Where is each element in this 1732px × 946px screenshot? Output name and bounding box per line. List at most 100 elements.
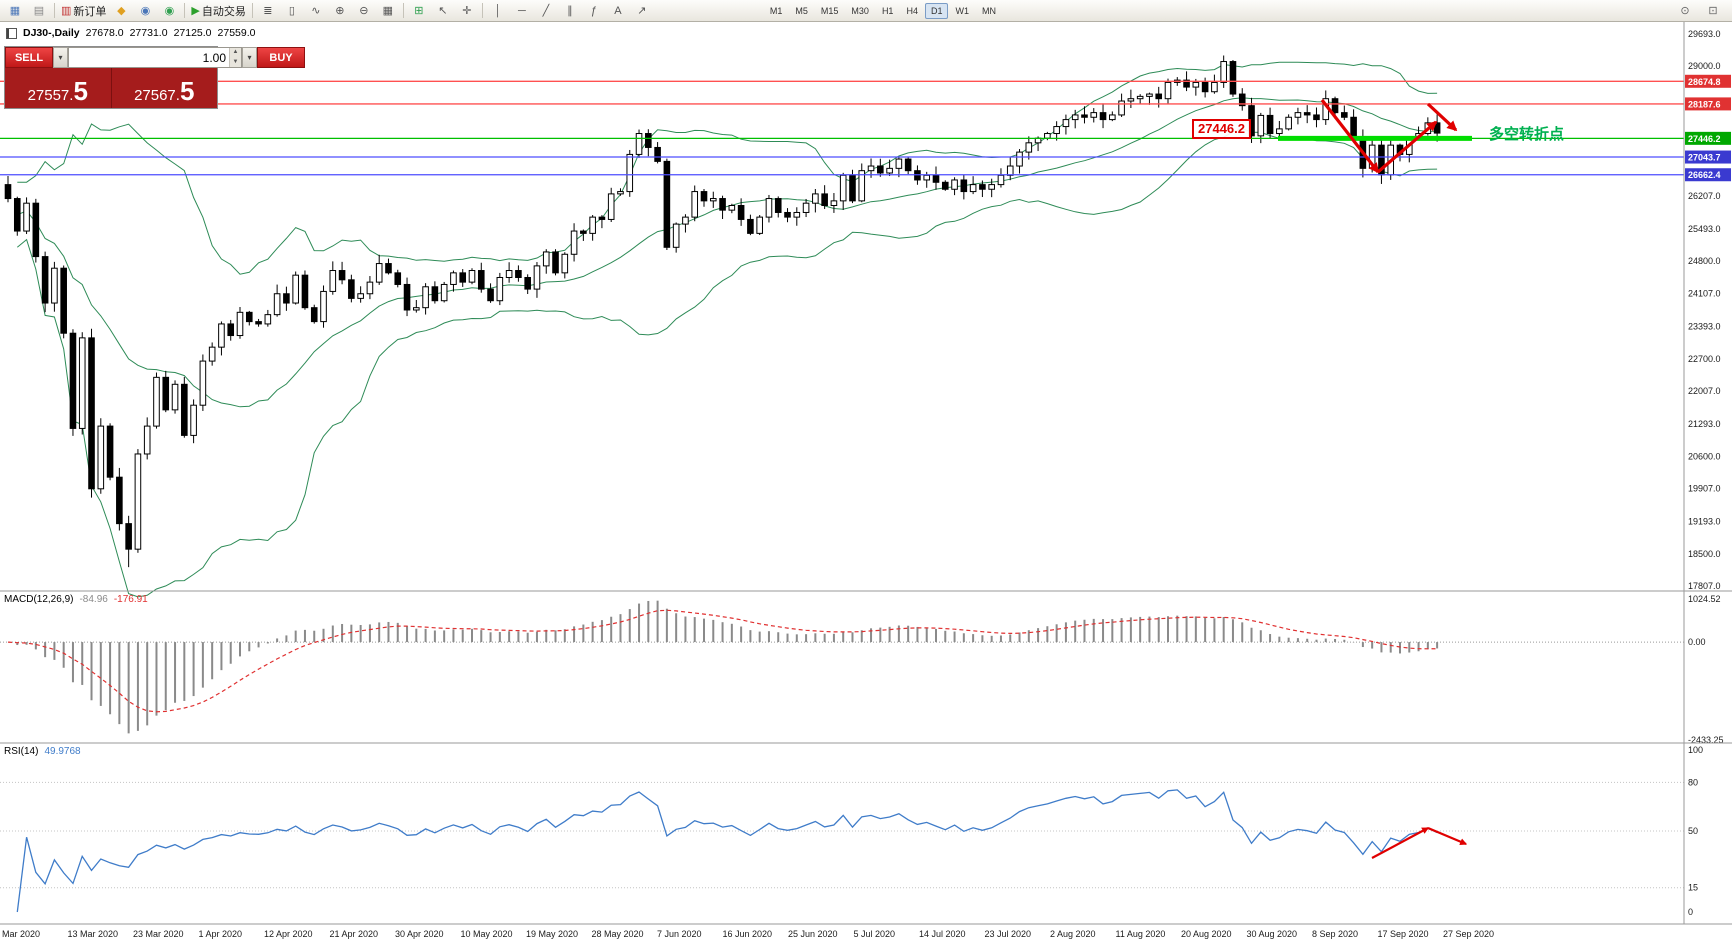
buy-button[interactable]: BUY xyxy=(257,47,305,68)
svg-text:22700.0: 22700.0 xyxy=(1688,354,1721,364)
bar-chart-icon[interactable]: ≣ xyxy=(256,1,280,21)
text-icon: A xyxy=(614,4,622,17)
timeframe-m5[interactable]: M5 xyxy=(795,5,808,16)
svg-text:Mar 2020: Mar 2020 xyxy=(2,929,40,939)
pivot-price-label[interactable]: 27446.2 xyxy=(1192,119,1251,139)
market-watch-icon[interactable]: ◉ xyxy=(133,1,157,21)
buy-price[interactable]: 27567. 5 xyxy=(134,76,195,106)
fibonacci-icon[interactable]: ƒ xyxy=(582,1,606,21)
chart-symbol-icon xyxy=(6,27,17,39)
vertical-line-icon[interactable]: │ xyxy=(486,1,510,21)
price-trend-arrow[interactable] xyxy=(1376,120,1438,174)
text-icon[interactable]: A xyxy=(606,1,630,21)
price-divider xyxy=(110,68,112,108)
zoom-in-icon[interactable]: ⊕ xyxy=(328,1,352,21)
svg-text:20600.0: 20600.0 xyxy=(1688,451,1721,461)
new-chart-icon[interactable]: ⊞ xyxy=(407,1,431,21)
toolbar-right-icons: ⊙ ⊡ xyxy=(1673,1,1729,21)
new-chart-icon: ⊞ xyxy=(414,5,424,17)
svg-text:24107.0: 24107.0 xyxy=(1688,288,1721,298)
timeframe-w1[interactable]: W1 xyxy=(955,5,969,16)
svg-text:13 Mar 2020: 13 Mar 2020 xyxy=(68,929,119,939)
line-chart-icon[interactable]: ∿ xyxy=(304,1,328,21)
crosshair-icon[interactable]: ✛ xyxy=(455,1,479,21)
timeframe-m30[interactable]: M30 xyxy=(851,5,869,16)
svg-text:23 Mar 2020: 23 Mar 2020 xyxy=(133,929,184,939)
macd-value: -84.96 xyxy=(79,594,108,605)
trendline-icon[interactable]: ╱ xyxy=(534,1,558,21)
new-order-button[interactable]: ▥ 新订单 xyxy=(58,1,109,21)
data-window-icon[interactable]: ⊡ xyxy=(1708,5,1718,17)
timeframe-m15[interactable]: M15 xyxy=(820,5,839,16)
date-axis-labels: Mar 2020 13 Mar 2020 23 Mar 2020 1 Apr 2020… xyxy=(2,929,1494,939)
svg-text:2 Aug 2020: 2 Aug 2020 xyxy=(1050,929,1096,939)
volume-up-icon[interactable]: ▲ xyxy=(230,48,241,58)
bar-chart-icon: ≣ xyxy=(263,5,273,17)
sell-button[interactable]: SELL xyxy=(5,47,53,68)
cursor-icon: ↖ xyxy=(438,5,448,17)
chart-header: DJ30-,Daily 27678.0 27731.0 27125.0 2755… xyxy=(6,27,256,39)
toolbar: ▦ ▤ ▥ 新订单 ◆ ◉ ◉ ▶ 自动交易 ≣ ▯ ∿ ⊕ ⊖ ▦ ⊞ ↖ ✛ │ ─ ╱ ∥ ƒ A ↗ M1 M5 M15 M30… xyxy=(0,0,1732,22)
arrows-icon[interactable]: ↗ xyxy=(630,1,654,21)
search-icon[interactable]: ⊙ xyxy=(1680,5,1690,17)
volume-input[interactable] xyxy=(69,48,229,67)
buy-dropdown-icon[interactable]: ▾ xyxy=(242,47,257,68)
tile-windows-icon: ▦ xyxy=(382,5,394,17)
svg-text:20 Aug 2020: 20 Aug 2020 xyxy=(1181,929,1232,939)
timeframe-h1[interactable]: H1 xyxy=(881,5,894,16)
svg-text:25493.0: 25493.0 xyxy=(1688,224,1721,234)
svg-text:23 Jul 2020: 23 Jul 2020 xyxy=(985,929,1032,939)
svg-text:0.00: 0.00 xyxy=(1688,637,1706,647)
auto-trading-button[interactable]: ▶ 自动交易 xyxy=(188,1,248,21)
timeframe-m1[interactable]: M1 xyxy=(769,5,783,16)
sell-price[interactable]: 27557. 5 xyxy=(27,76,88,106)
timeframe-h4[interactable]: H4 xyxy=(906,5,918,16)
timeframe-mn[interactable]: MN xyxy=(981,5,996,16)
tile-windows-icon[interactable]: ▦ xyxy=(376,1,400,21)
svg-text:21293.0: 21293.0 xyxy=(1688,419,1721,429)
zoom-out-icon[interactable]: ⊖ xyxy=(352,1,376,21)
svg-text:26207.0: 26207.0 xyxy=(1688,191,1721,201)
rsi-layer: 100 80 50 15 0 xyxy=(0,745,1703,917)
sell-dropdown-icon[interactable]: ▾ xyxy=(53,47,68,68)
svg-text:80: 80 xyxy=(1688,777,1698,787)
ohlc-open: 27678.0 xyxy=(85,27,124,39)
svg-text:18500.0: 18500.0 xyxy=(1688,549,1721,559)
rsi-trend-arrow[interactable] xyxy=(1371,827,1430,859)
channel-icon[interactable]: ∥ xyxy=(558,1,582,21)
charts-grid-icon: ▦ xyxy=(9,5,21,17)
svg-text:21 Apr 2020: 21 Apr 2020 xyxy=(330,929,379,939)
zoom-out-icon: ⊖ xyxy=(359,5,369,17)
cursor-icon[interactable]: ↖ xyxy=(431,1,455,21)
price-trend-arrow[interactable] xyxy=(1426,102,1458,132)
svg-text:7 Jun 2020: 7 Jun 2020 xyxy=(657,929,702,939)
price-axis-ticks: 29693.0 29000.0 26207.0 25493.0 24800.0 24107… xyxy=(1688,29,1721,591)
price-trend-arrow[interactable] xyxy=(1320,99,1380,174)
one-click-trading-panel: SELL ▾ ▲ ▼ ▾ BUY 27557.5 27567.5 xyxy=(4,46,305,109)
toolbar-separator xyxy=(251,3,253,18)
svg-text:100: 100 xyxy=(1688,745,1703,755)
auto-trading-button: ▶ xyxy=(191,5,200,17)
trend-arrows[interactable] xyxy=(1320,99,1468,859)
candle-chart-icon[interactable]: ▯ xyxy=(280,1,304,21)
svg-text:12 Apr 2020: 12 Apr 2020 xyxy=(264,929,313,939)
volume-down-icon[interactable]: ▼ xyxy=(230,57,241,67)
strategy-tester-icon[interactable]: ◉ xyxy=(157,1,181,21)
svg-text:19193.0: 19193.0 xyxy=(1688,517,1721,527)
rsi-trend-arrow[interactable] xyxy=(1427,826,1468,846)
symbol-title: DJ30-,Daily xyxy=(23,27,80,39)
horizontal-lines-layer[interactable] xyxy=(0,80,1684,176)
svg-text:25 Jun 2020: 25 Jun 2020 xyxy=(788,929,838,939)
metaeditor-icon[interactable]: ◆ xyxy=(109,1,133,21)
svg-text:14 Jul 2020: 14 Jul 2020 xyxy=(919,929,966,939)
fibonacci-icon: ƒ xyxy=(590,4,597,17)
charts-grid-icon[interactable]: ▦ xyxy=(3,1,27,21)
timeframe-d1[interactable]: D1 xyxy=(924,2,949,19)
svg-text:16 Jun 2020: 16 Jun 2020 xyxy=(723,929,773,939)
horizontal-line-icon[interactable]: ─ xyxy=(510,1,534,21)
pivot-annotation-text[interactable]: 多空转折点 xyxy=(1489,126,1565,143)
arrows-icon: ↗ xyxy=(637,5,647,17)
profiles-icon[interactable]: ▤ xyxy=(27,1,51,21)
vertical-line-icon: │ xyxy=(494,4,502,17)
